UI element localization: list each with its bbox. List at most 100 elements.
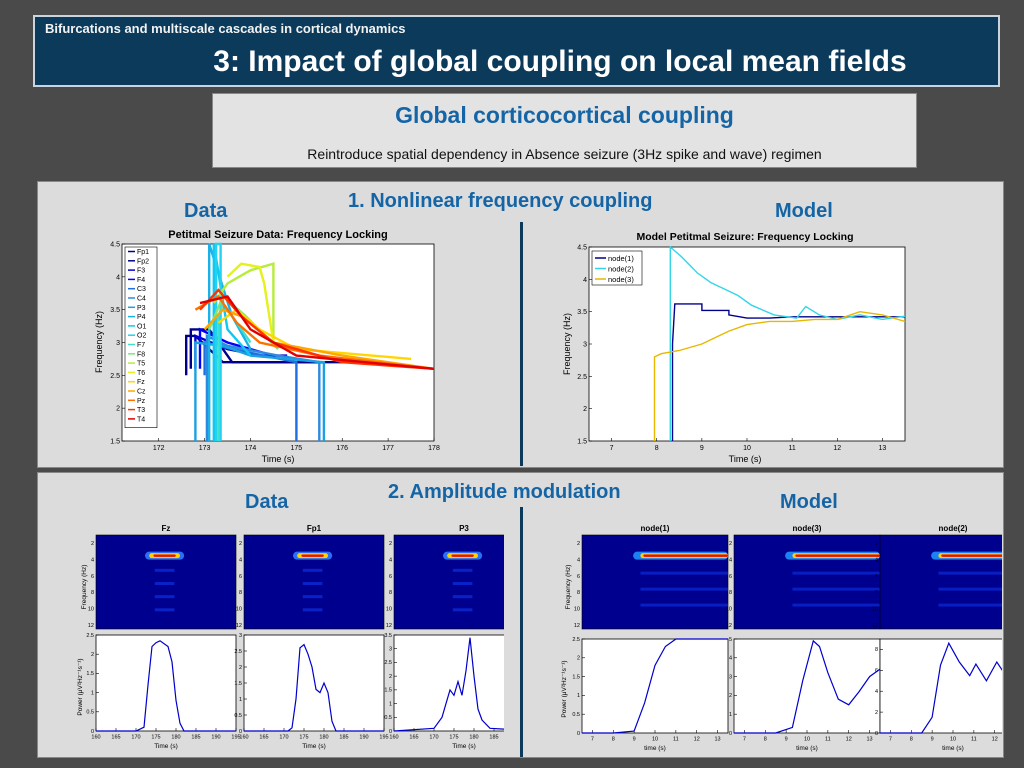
- data-P3-power-y-tick-label: 3.5: [384, 633, 392, 639]
- model-freq-y-tick-label: 2: [583, 406, 587, 413]
- model-node(3)-spec-y-tick: 10: [726, 607, 732, 613]
- data-P3-power-plot-area: [393, 634, 504, 732]
- data-freq-legend: [124, 246, 158, 428]
- data-Fz-spec-y-tick: 8: [91, 590, 94, 596]
- data-P3-power-line: [393, 637, 504, 732]
- data-Fp1-power-x-tick-label: 165: [259, 735, 268, 741]
- legend-label-Pz: Pz: [137, 398, 146, 405]
- legend-label-C4: C4: [137, 296, 146, 303]
- data-Fp1-power-y-tick-label: 0: [239, 729, 242, 735]
- data-freq-x-tick-label: 175: [291, 445, 303, 452]
- data-Fp1-power-line: [244, 643, 384, 732]
- legend-label-P4: P4: [137, 314, 146, 321]
- data-Fp1-spec-harmonic: [302, 608, 323, 612]
- data-Fp1-power-x-tick-label: 175: [299, 735, 308, 741]
- data-freq-x-tick-label: 174: [245, 445, 257, 452]
- data-Fz-power-x-tick-label: 165: [111, 735, 120, 741]
- data-Fp1-spec-y-tick: 12: [236, 623, 242, 629]
- data-Fp1-spec-title: Fp1: [307, 524, 322, 533]
- data-P3-power-x-tick-label: 170: [429, 735, 438, 741]
- model-node(1)-power-y-tick-label: 2.5: [572, 637, 580, 643]
- series-line-C4: [205, 333, 321, 441]
- data-Fz-power-line: [96, 640, 236, 732]
- model-freq-x-tick-label: 7: [610, 445, 614, 452]
- intro-subtext: Reintroduce spatial dependency in Absenc…: [307, 146, 822, 162]
- data-P3-spectrogram: [393, 534, 504, 630]
- model-node(1)-power-xlabel: time (s): [644, 745, 666, 752]
- data-P3-power-x-tick-label: 175: [449, 735, 458, 741]
- data-P3-spec-y-tick: 2: [389, 541, 392, 547]
- data-Fz-power-x-tick-label: 160: [91, 735, 100, 741]
- data-freq-y-tick-label: 2: [116, 406, 120, 413]
- data-P3-spec-harmonic: [452, 608, 473, 612]
- data-freq-ylabel: Frequency (Hz): [94, 311, 104, 373]
- model-node(1)-power-plot-area: [581, 638, 729, 734]
- data-P3-spec-title: P3: [459, 524, 469, 533]
- series-line-O2: [214, 242, 222, 441]
- data-Fz-power-plot-area: [95, 634, 237, 732]
- data-Fp1-power-xlabel: Time (s): [302, 743, 326, 750]
- data-P3-power-y-tick-label: 0: [389, 729, 392, 735]
- data-frequency-chart: Petitmal Seizure Data: Frequency Locking…: [94, 229, 440, 464]
- data-P3-power-y-tick-label: 2: [389, 674, 392, 680]
- model-node(1)-power-x-tick-label: 10: [652, 737, 658, 743]
- series-line-node(2): [669, 245, 906, 441]
- model-node(3)-power-y-tick-label: 0: [729, 731, 732, 737]
- data-Fz-spec-y-tick: 6: [91, 574, 94, 580]
- model-node(1)-spec-harmonic: [640, 571, 728, 575]
- data-Fp1-spec-band-core: [301, 554, 324, 557]
- series-line-T4: [199, 295, 435, 370]
- model-node(3)-power-y-tick-label: 2: [729, 693, 732, 699]
- model-node(3)-power-y-tick-label: 5: [729, 637, 732, 643]
- model-node(3)-spec-band-core: [795, 554, 880, 557]
- series-line-T3: [199, 288, 435, 370]
- data-P3-spec-harmonic: [452, 595, 473, 599]
- series-line-P3: [194, 341, 326, 441]
- data-freq-x-tick-label: 173: [199, 445, 211, 452]
- legend-label-T6: T6: [137, 370, 145, 377]
- model-freq-y-tick-label: 1.5: [577, 439, 587, 446]
- model-node(1)-power-x-tick-label: 12: [694, 737, 700, 743]
- data-Fz-spec-harmonic: [154, 595, 175, 599]
- model-node(2)-spec-y-tick: 10: [872, 607, 878, 613]
- data-Fz-power-x-tick-label: 190: [211, 735, 220, 741]
- model-node(1)-power-x-tick-label: 13: [715, 737, 721, 743]
- legend-label-node(2): node(2): [608, 265, 634, 274]
- model-freq-y-tick-label: 4: [583, 277, 587, 284]
- model-node(2)-spec-y-tick: 2: [875, 541, 878, 547]
- model-spec-ylabel: Frequency (Hz): [565, 565, 572, 610]
- data-Fp1-spec-y-tick: 2: [239, 541, 242, 547]
- model-node(3)-spectrogram: [733, 534, 881, 630]
- model-node(3)-power-x-tick-label: 12: [846, 737, 852, 743]
- data-Fz-power-y-tick-label: 1.5: [86, 671, 94, 677]
- data-Fp1-power-y-tick-label: 1.5: [234, 681, 242, 687]
- model-node(2)-spec-y-tick: 8: [875, 590, 878, 596]
- model-node(3)-power-x-tick-label: 8: [764, 737, 767, 743]
- data-P3-spec-y-tick: 12: [386, 623, 392, 629]
- data-Fp1-power-y-tick-label: 3: [239, 633, 242, 639]
- model-node(2)-power-x-tick-label: 7: [889, 737, 892, 743]
- data-P3-spec-y-tick: 8: [389, 590, 392, 596]
- data-P3-power-y-tick-label: 3: [389, 646, 392, 652]
- model-node(2)-spec-y-tick: 4: [875, 557, 878, 563]
- legend-label-T3: T3: [137, 407, 145, 414]
- model-freq-x-tick-label: 8: [655, 445, 659, 452]
- model-node(1)-spec-harmonic: [640, 603, 728, 607]
- data-Fz-spec-y-tick: 2: [91, 541, 94, 547]
- section2-model-label: Model: [780, 491, 838, 513]
- model-node(2)-spec-y-tick: 6: [875, 574, 878, 580]
- data-freq-y-tick-label: 3.5: [110, 307, 120, 314]
- model-node(2)-power-y-tick-label: 4: [875, 689, 878, 695]
- model-freq-ylabel: Frequency (Hz): [562, 313, 572, 375]
- model-node(1)-power-y-tick-label: 0: [577, 731, 580, 737]
- series-line-node(3): [653, 310, 906, 441]
- model-node(1)-power-x-tick-label: 8: [612, 737, 615, 743]
- data-freq-y-tick-label: 4: [116, 274, 120, 281]
- data-Fz-spec-title: Fz: [162, 524, 171, 533]
- data-freq-xlabel: Time (s): [262, 454, 295, 464]
- model-node(3)-spec-y-tick: 6: [729, 574, 732, 580]
- data-P3-spec-harmonic: [452, 568, 473, 572]
- data-freq-y-tick-label: 3: [116, 340, 120, 347]
- model-freq-x-tick-label: 12: [833, 445, 841, 452]
